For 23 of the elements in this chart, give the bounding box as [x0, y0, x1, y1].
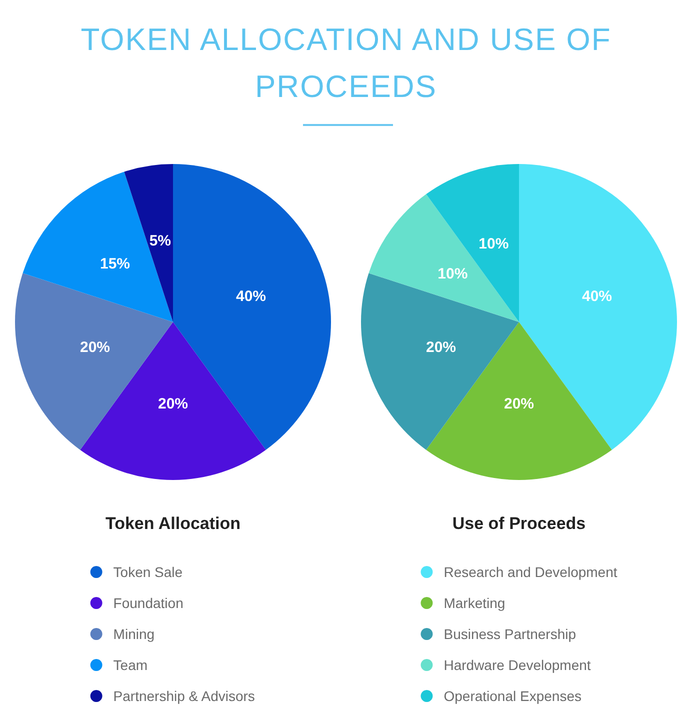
legend-label: Foundation	[113, 595, 184, 611]
data-label: 40%	[582, 288, 612, 306]
legend-title: Use of Proceeds	[452, 514, 586, 533]
legend-label: Partnership & Advisors	[113, 688, 255, 704]
legend-label: Marketing	[444, 595, 506, 611]
chart-title: TOKEN ALLOCATION AND USE OF PROCEEDS	[80, 21, 612, 106]
legend-label: Business Partnership	[444, 626, 576, 642]
legend-label: Team	[113, 657, 148, 673]
data-label: 10%	[478, 236, 509, 253]
legend-label: Token Sale	[113, 564, 183, 580]
data-label: 20%	[158, 396, 188, 412]
legend-label: Hardware Development	[444, 657, 591, 673]
data-label: 5%	[149, 232, 172, 250]
data-label: 15%	[100, 256, 130, 273]
data-label: 20%	[426, 338, 456, 356]
data-label: 20%	[504, 396, 534, 412]
legend-title: Token Allocation	[105, 514, 241, 533]
legend-label: Operational Expenses	[444, 688, 582, 704]
data-label: 10%	[438, 265, 468, 282]
legend-label: Research and Development	[444, 564, 618, 580]
legend-label: Mining	[113, 626, 155, 642]
data-label: 20%	[80, 338, 110, 356]
data-label: 40%	[236, 288, 266, 306]
